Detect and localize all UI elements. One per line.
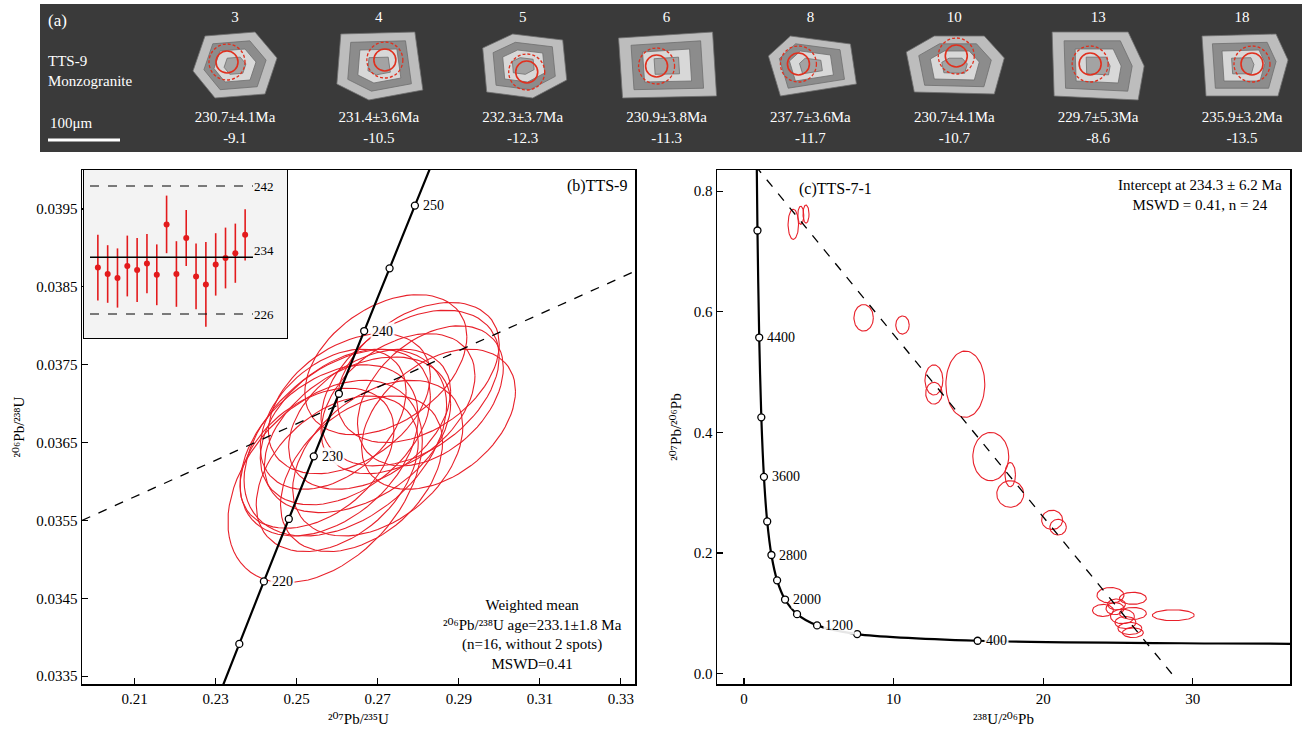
svg-text:0.29: 0.29: [446, 691, 472, 707]
svg-text:10: 10: [886, 691, 901, 707]
svg-text:-10.5: -10.5: [363, 130, 394, 146]
svg-text:-11.7: -11.7: [795, 130, 826, 146]
svg-text:Intercept at 234.3 ± 6.2 MaMSW: Intercept at 234.3 ± 6.2 MaMSWD = 0.41, …: [1118, 177, 1282, 213]
svg-text:²⁰⁶Pb/²³⁸U: ²⁰⁶Pb/²³⁸U: [11, 396, 27, 457]
svg-text:234: 234: [254, 243, 274, 258]
svg-text:-10.7: -10.7: [939, 130, 971, 146]
svg-text:0.31: 0.31: [527, 691, 553, 707]
svg-text:0: 0: [740, 691, 748, 707]
svg-text:5: 5: [519, 9, 527, 25]
svg-text:-8.6: -8.6: [1086, 130, 1110, 146]
svg-text:100μm: 100μm: [50, 115, 93, 131]
svg-text:230.7±4.1Ma: 230.7±4.1Ma: [914, 109, 995, 125]
svg-text:18: 18: [1235, 9, 1250, 25]
svg-text:0.0375: 0.0375: [36, 357, 77, 373]
svg-text:8: 8: [807, 9, 815, 25]
svg-text:0.27: 0.27: [365, 691, 392, 707]
svg-text:10: 10: [947, 9, 962, 25]
svg-text:0.33: 0.33: [608, 691, 634, 707]
svg-text:13: 13: [1091, 9, 1106, 25]
svg-text:0.21: 0.21: [122, 691, 148, 707]
svg-text:229.7±5.3Ma: 229.7±5.3Ma: [1058, 109, 1139, 125]
svg-text:0.6: 0.6: [694, 304, 713, 320]
svg-text:0.0365: 0.0365: [36, 435, 77, 451]
svg-text:0.8: 0.8: [694, 183, 713, 199]
svg-text:232.3±3.7Ma: 232.3±3.7Ma: [482, 109, 563, 125]
svg-text:4: 4: [375, 9, 383, 25]
svg-text:0.0335: 0.0335: [36, 668, 77, 684]
svg-text:Monzogranite: Monzogranite: [48, 73, 132, 89]
svg-text:(b)TTS-9: (b)TTS-9: [567, 177, 627, 195]
svg-text:240: 240: [372, 324, 393, 339]
svg-text:3600: 3600: [772, 469, 800, 484]
svg-text:0.0355: 0.0355: [36, 513, 77, 529]
svg-text:0.4: 0.4: [694, 425, 713, 441]
svg-text:TTS-9: TTS-9: [48, 53, 87, 69]
svg-text:-13.5: -13.5: [1226, 130, 1257, 146]
svg-text:0.0385: 0.0385: [36, 279, 77, 295]
svg-text:²³⁸U/²⁰⁶Pb: ²³⁸U/²⁰⁶Pb: [973, 711, 1034, 727]
svg-text:0.0395: 0.0395: [36, 201, 77, 217]
svg-text:2000: 2000: [793, 592, 821, 607]
svg-text:235.9±3.2Ma: 235.9±3.2Ma: [1202, 109, 1283, 125]
svg-text:250: 250: [423, 198, 444, 213]
svg-text:220: 220: [272, 574, 293, 589]
svg-text:(c)TTS-7-1: (c)TTS-7-1: [799, 180, 872, 198]
svg-text:0.23: 0.23: [203, 691, 229, 707]
svg-text:226: 226: [254, 307, 274, 322]
svg-text:231.4±3.6Ma: 231.4±3.6Ma: [338, 109, 419, 125]
svg-text:230.9±3.8Ma: 230.9±3.8Ma: [626, 109, 707, 125]
svg-text:²⁰⁷Pb/²³⁵U: ²⁰⁷Pb/²³⁵U: [328, 711, 389, 727]
svg-text:-9.1: -9.1: [223, 130, 247, 146]
svg-text:0.2: 0.2: [694, 545, 713, 561]
svg-text:0.0: 0.0: [694, 666, 713, 682]
svg-text:30: 30: [1185, 691, 1200, 707]
svg-text:400: 400: [986, 633, 1007, 648]
svg-text:6: 6: [663, 9, 671, 25]
svg-text:237.7±3.6Ma: 237.7±3.6Ma: [770, 109, 851, 125]
svg-text:²⁰⁷Pb/²⁰⁶Pb: ²⁰⁷Pb/²⁰⁶Pb: [668, 393, 684, 460]
svg-text:20: 20: [1036, 691, 1051, 707]
svg-text:-12.3: -12.3: [507, 130, 538, 146]
svg-text:(a): (a): [48, 11, 67, 30]
svg-text:1200: 1200: [825, 618, 853, 633]
svg-text:2800: 2800: [779, 548, 807, 563]
svg-text:3: 3: [231, 9, 239, 25]
svg-text:242: 242: [254, 179, 274, 194]
svg-text:-11.3: -11.3: [651, 130, 682, 146]
svg-text:Weighted mean²⁰⁶Pb/²³⁸U age=23: Weighted mean²⁰⁶Pb/²³⁸U age=233.1±1.8 Ma…: [443, 597, 622, 672]
svg-text:0.25: 0.25: [284, 691, 310, 707]
svg-text:0.0345: 0.0345: [36, 591, 77, 607]
svg-text:230.7±4.1Ma: 230.7±4.1Ma: [195, 109, 276, 125]
svg-text:4400: 4400: [767, 330, 795, 345]
svg-text:230: 230: [322, 449, 343, 464]
